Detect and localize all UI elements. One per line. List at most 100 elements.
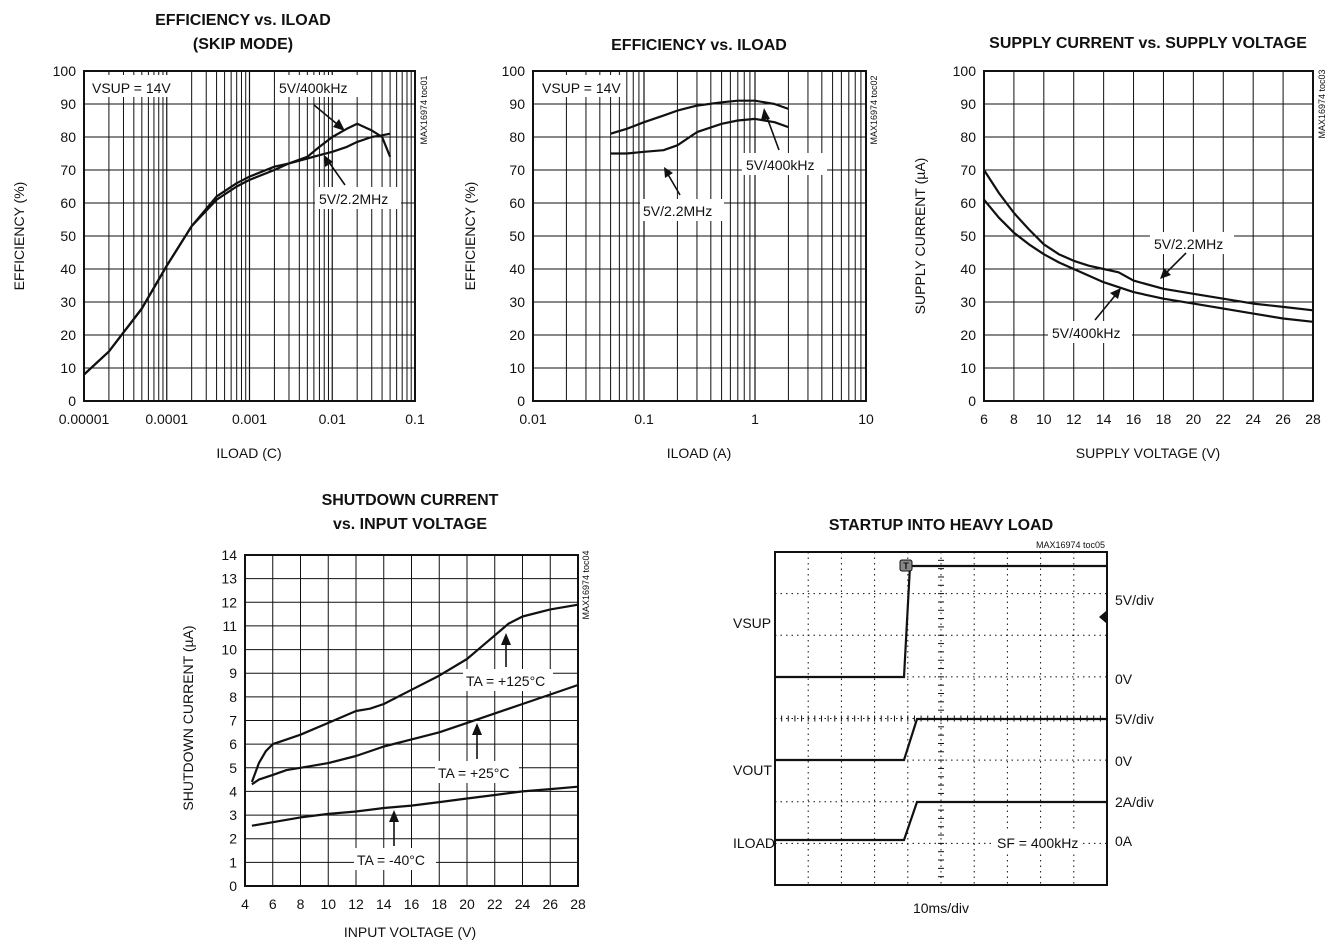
channel-vout-name: VOUT: [733, 762, 772, 778]
y-tick-label: 10: [221, 642, 237, 658]
channel-iload-name: ILOAD: [733, 835, 775, 851]
y-tick-label: 10: [509, 360, 525, 376]
chart3-series: [983, 169, 1314, 323]
chart1-label-2m2: 5V/2.2MHz: [319, 191, 388, 207]
series-line: [251, 785, 579, 827]
offset-marker-icon: [1099, 611, 1106, 623]
y-tick-label: 10: [960, 360, 976, 376]
chart4-arrowhead-125: [501, 633, 511, 645]
x-tick-label: 8: [297, 896, 305, 912]
x-tick-label: 24: [515, 896, 531, 912]
y-tick-label: 30: [60, 294, 76, 310]
chart2-grid: [532, 70, 867, 402]
chart4-series: [250, 603, 579, 827]
x-tick-label: 1: [751, 411, 759, 427]
x-tick-label: 22: [1215, 411, 1231, 427]
chart4-title: SHUTDOWN CURRENT: [322, 492, 499, 509]
y-tick-label: 40: [509, 261, 525, 277]
chart3-x-axis-label: SUPPLY VOLTAGE (V): [1076, 445, 1220, 461]
y-tick-label: 5: [229, 760, 237, 776]
y-tick-label: 0: [517, 393, 525, 409]
chart2-arrowhead-400k: [761, 108, 770, 120]
vout-trace: [775, 717, 1107, 762]
series-line: [610, 99, 789, 135]
chart-efficiency-skip-mode: EFFICIENCY vs. ILOAD (SKIP MODE) 0.00001…: [11, 12, 429, 461]
y-tick-label: 80: [509, 129, 525, 145]
y-tick-label: 0: [968, 393, 976, 409]
y-tick-label: 60: [509, 195, 525, 211]
chart1-y-ticks: 0 10 20 30 40 50 60 70 80 90 100: [53, 63, 77, 409]
x-tick-label: 20: [1186, 411, 1202, 427]
chart3-arrowhead-2m2: [1160, 268, 1171, 279]
chart3-label-box-2m2: [1150, 232, 1234, 254]
chart3-arrowhead-400k: [1110, 288, 1121, 299]
chart1-title: EFFICIENCY vs. ILOAD: [155, 12, 331, 29]
chart2-arrowhead-2m2: [664, 167, 673, 178]
chart4-label-box-m40: [354, 848, 436, 870]
chart1-code: MAX16974 toc01: [419, 75, 429, 144]
chart5-code: MAX16974 toc05: [1036, 540, 1105, 550]
chart2-x-ticks: 0.01 0.1 1 10: [519, 411, 874, 427]
chart1-subtitle: (SKIP MODE): [193, 36, 293, 53]
vsup-trace: [775, 564, 1107, 679]
y-tick-label: 7: [229, 713, 237, 729]
y-tick-label: 50: [960, 228, 976, 244]
chart2-label-2m2: 5V/2.2MHz: [643, 203, 712, 219]
y-tick-label: 2: [229, 831, 237, 847]
trigger-marker-label: T: [903, 561, 909, 571]
chart-efficiency-vs-iload: EFFICIENCY vs. ILOAD 0.01 0.1 1 10 0 10 20 30 4…: [462, 37, 879, 461]
chart3-y-ticks: 0 10 20 30 40 50 60 70 80 90 100: [953, 63, 977, 409]
chart1-grid: [83, 70, 416, 402]
channel-vsup-scale: 5V/div: [1115, 592, 1154, 608]
y-tick-label: 3: [229, 807, 237, 823]
y-tick-label: 40: [960, 261, 976, 277]
x-tick-label: 12: [1066, 411, 1082, 427]
chart1-condition: VSUP = 14V: [92, 80, 171, 96]
y-tick-label: 12: [221, 594, 237, 610]
chart4-y-axis-label: SHUTDOWN CURRENT (µA): [180, 625, 196, 810]
chart3-label-400k: 5V/400kHz: [1052, 325, 1120, 341]
chart5-annotation: SF = 400kHz: [997, 835, 1078, 851]
x-tick-label: 0.00001: [59, 411, 110, 427]
chart1-condition-box: [87, 75, 177, 97]
series-line: [83, 132, 391, 376]
y-tick-label: 30: [509, 294, 525, 310]
x-tick-label: 0.0001: [145, 411, 188, 427]
x-tick-label: 4: [241, 896, 249, 912]
chart4-label-25: TA = +25°C: [438, 765, 510, 781]
channel-iload-zero: 0A: [1115, 833, 1133, 849]
chart4-label-box-25: [435, 761, 519, 783]
y-tick-label: 14: [221, 547, 237, 563]
x-tick-label: 0.001: [232, 411, 267, 427]
y-tick-label: 10: [60, 360, 76, 376]
y-tick-label: 70: [509, 162, 525, 178]
chart3-arrow-400k: [1094, 291, 1119, 321]
x-tick-label: 16: [1126, 411, 1142, 427]
x-tick-label: 6: [980, 411, 988, 427]
chart-supply-current: SUPPLY CURRENT vs. SUPPLY VOLTAGE 6 8 10 12…: [912, 35, 1327, 461]
chart1-y-axis-label: EFFICIENCY (%): [11, 182, 27, 291]
series-line: [983, 198, 1314, 323]
chart3-title: SUPPLY CURRENT vs. SUPPLY VOLTAGE: [989, 35, 1307, 52]
chart4-code: MAX16974 toc04: [581, 550, 591, 619]
chart2-condition: VSUP = 14V: [542, 80, 621, 96]
y-tick-label: 90: [509, 96, 525, 112]
plot-frame: [983, 70, 1314, 402]
chart4-x-ticks: 4 6 8 10 12 14 16 18 20 22 24 26 28: [241, 896, 586, 912]
chart2-label-400k: 5V/400kHz: [746, 157, 814, 173]
x-tick-label: 12: [348, 896, 364, 912]
chart2-x-axis-label: ILOAD (A): [667, 445, 732, 461]
x-tick-label: 0.1: [634, 411, 654, 427]
x-tick-label: 14: [376, 896, 392, 912]
chart4-arrowhead-25: [472, 723, 482, 735]
chart3-label-2m2: 5V/2.2MHz: [1154, 236, 1223, 252]
y-tick-label: 70: [60, 162, 76, 178]
trigger-marker: [899, 559, 913, 572]
y-tick-label: 80: [960, 129, 976, 145]
x-tick-label: 10: [320, 896, 336, 912]
chart5-annotation-box: [993, 831, 1083, 853]
x-tick-label: 10: [858, 411, 874, 427]
x-tick-label: 16: [404, 896, 420, 912]
